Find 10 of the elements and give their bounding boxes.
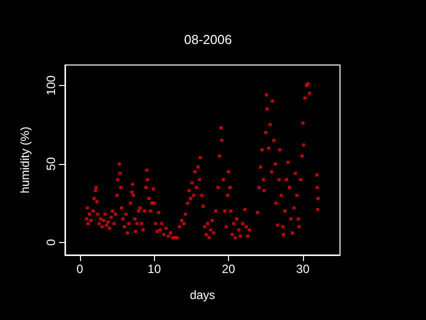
chart-title: 08-2006 xyxy=(184,32,232,47)
y-tick-label: 0 xyxy=(44,238,58,246)
x-tick-label: 20 xyxy=(222,262,236,276)
x-axis-title: days xyxy=(190,288,216,302)
y-tick-label: 100 xyxy=(44,75,58,96)
x-tick-label: 30 xyxy=(296,262,310,276)
x-tick-label: 0 xyxy=(76,262,84,276)
y-axis-title: humidity (%) xyxy=(18,126,32,194)
x-tick-label: 10 xyxy=(148,262,162,276)
y-tick-label: 50 xyxy=(44,156,58,171)
